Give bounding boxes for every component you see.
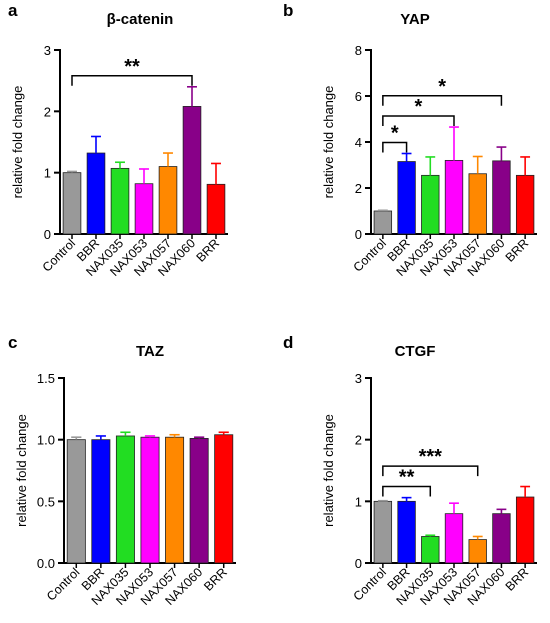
bar-nax060 [182, 106, 202, 235]
panel-b: b YAP relative fold change 0 2 4 6 8 Control BBR N… [275, 0, 550, 309]
panel-d: d CTGF relative fold change 0 1 2 3 Control BBR N… [275, 309, 550, 618]
y-tick-label: 0 [355, 227, 362, 242]
bar-nax057 [158, 166, 178, 235]
bar-nax057 [468, 173, 487, 235]
significance-bracket [382, 95, 503, 106]
bar-nax053 [134, 183, 154, 235]
y-tick-label: 4 [355, 135, 362, 150]
significance-bracket [382, 485, 432, 497]
y-tick-label: 2 [44, 104, 51, 119]
y-tick-label: 1 [355, 494, 362, 509]
significance-marker: ** [124, 56, 140, 78]
y-axis-label: relative fold change [14, 414, 29, 527]
bar-brr [214, 434, 234, 564]
bar-bbr [397, 500, 416, 564]
bar-bbr [91, 439, 111, 564]
y-tick-label: 2 [355, 181, 362, 196]
chart-title: CTGF [395, 343, 436, 360]
bar-nax035 [421, 536, 440, 564]
y-tick-label: 6 [355, 89, 362, 104]
panel-a: a β-catenin relative fold change 0 1 2 3 Contro… [0, 0, 275, 309]
bar-brr [515, 496, 535, 564]
bar-nax053 [444, 159, 464, 235]
y-tick-label: 0 [44, 227, 51, 242]
bar-nax057 [468, 539, 487, 564]
bar-nax060 [189, 438, 209, 564]
bar-bbr [397, 161, 416, 235]
panel-label: a [8, 1, 18, 20]
significance-bracket [382, 141, 408, 153]
y-tick-label: 3 [355, 371, 362, 386]
x-tick-label: BRR [503, 236, 532, 265]
significance-marker: * [391, 122, 399, 144]
y-tick-label: 1.0 [37, 433, 55, 448]
significance-bracket [382, 465, 479, 477]
y-tick-label: 0.5 [37, 494, 55, 509]
chart-title: YAP [400, 11, 429, 28]
bar-control [373, 500, 393, 564]
bar-nax035 [421, 174, 440, 235]
chart-title: β-catenin [107, 11, 174, 28]
y-tick-label: 1.5 [37, 371, 55, 386]
bar-nax053 [140, 436, 160, 564]
bar-nax053 [444, 513, 464, 564]
y-axis-label: relative fold change [321, 86, 336, 199]
y-tick-label: 1 [44, 166, 51, 181]
significance-bracket [71, 75, 193, 86]
significance-marker: * [438, 76, 446, 98]
bar-nax060 [492, 513, 511, 564]
y-axis-label: relative fold change [321, 414, 336, 527]
panel-label: b [283, 1, 293, 20]
bar-nax057 [165, 436, 185, 564]
bar-bbr [86, 152, 106, 235]
panel-label: d [283, 333, 293, 352]
y-axis-label: relative fold change [10, 86, 25, 199]
significance-marker: ** [399, 467, 415, 489]
significance-marker: * [415, 96, 423, 118]
bar-brr [206, 183, 226, 235]
significance-bracket [382, 115, 455, 127]
bar-nax060 [492, 160, 511, 235]
bar-brr [515, 174, 535, 235]
y-tick-label: 0.0 [37, 556, 55, 571]
y-tick-label: 3 [44, 43, 51, 58]
panel-c: c TAZ relative fold change 0.0 0.5 1.0 1.5 Cont… [0, 309, 275, 618]
x-tick-label: BRR [194, 236, 223, 265]
x-tick-label: BRR [503, 565, 532, 594]
bar-nax035 [110, 167, 130, 235]
panel-label: c [8, 333, 17, 352]
bar-nax035 [115, 435, 135, 564]
x-tick-label: BRR [201, 565, 230, 594]
bar-control [373, 210, 393, 235]
bar-control [62, 172, 82, 235]
bar-control [66, 439, 86, 564]
significance-marker: *** [419, 446, 443, 468]
y-tick-label: 8 [355, 43, 362, 58]
chart-title: TAZ [136, 343, 164, 360]
y-tick-label: 0 [355, 556, 362, 571]
y-tick-label: 2 [355, 433, 362, 448]
